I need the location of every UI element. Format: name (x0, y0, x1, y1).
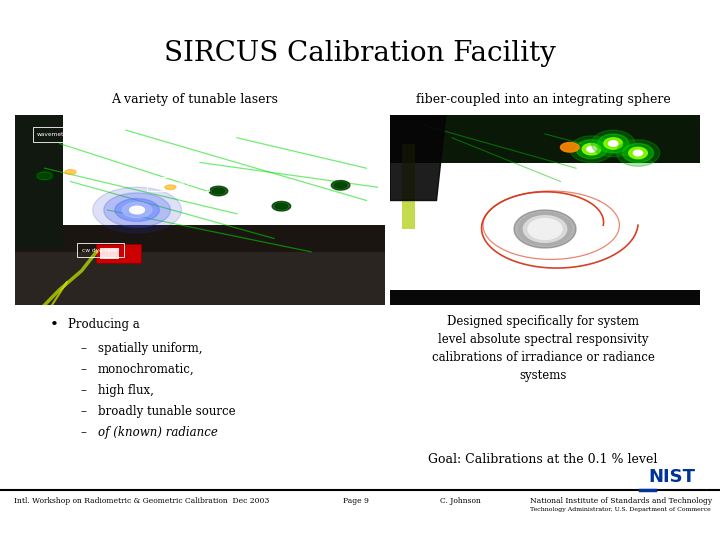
Polygon shape (38, 172, 51, 179)
Text: C. Johnson: C. Johnson (440, 497, 481, 505)
Text: A variety of tunable lasers: A variety of tunable lasers (112, 93, 279, 106)
Bar (100, 248, 119, 259)
Text: Page 9: Page 9 (343, 497, 369, 505)
Polygon shape (35, 171, 54, 180)
Bar (96, 244, 141, 263)
Text: –: – (80, 384, 86, 397)
Polygon shape (629, 147, 647, 159)
Text: fiber-coupled into an integrating sphere: fiber-coupled into an integrating sphere (415, 93, 670, 106)
Polygon shape (528, 219, 562, 239)
Polygon shape (587, 146, 596, 152)
Polygon shape (598, 134, 629, 153)
Text: •: • (50, 318, 59, 332)
Polygon shape (634, 150, 643, 156)
Text: wavemeter: wavemeter (37, 132, 71, 137)
Polygon shape (331, 180, 350, 190)
Polygon shape (518, 213, 572, 245)
Polygon shape (65, 170, 76, 174)
Bar (15, 115, 63, 248)
Bar (390, 115, 700, 163)
Polygon shape (122, 202, 152, 218)
Text: –: – (80, 342, 86, 355)
Text: of (known) radiance: of (known) radiance (98, 426, 218, 439)
Polygon shape (576, 140, 607, 159)
Text: broadly tunable source: broadly tunable source (98, 405, 235, 418)
Polygon shape (616, 140, 660, 166)
Polygon shape (608, 140, 618, 146)
Text: Producing a: Producing a (68, 318, 140, 331)
Polygon shape (272, 201, 291, 211)
Polygon shape (604, 138, 623, 149)
Polygon shape (93, 187, 181, 233)
Text: –: – (80, 363, 86, 376)
Polygon shape (582, 144, 600, 155)
Text: National Institute of Standards and Technology: National Institute of Standards and Tech… (530, 497, 712, 505)
Polygon shape (623, 144, 654, 163)
Polygon shape (210, 186, 228, 195)
Polygon shape (275, 203, 288, 210)
Text: –: – (80, 405, 86, 418)
Text: NIST: NIST (648, 468, 695, 486)
Text: SIRCUS Calibration Facility: SIRCUS Calibration Facility (164, 40, 556, 67)
Polygon shape (570, 136, 613, 163)
Polygon shape (390, 115, 446, 200)
Bar (402, 144, 415, 229)
Polygon shape (130, 206, 145, 214)
Text: –: – (80, 426, 86, 439)
Bar (15, 252, 385, 305)
Polygon shape (212, 187, 225, 194)
Bar (390, 290, 700, 305)
Text: spatially uniform,: spatially uniform, (98, 342, 202, 355)
Polygon shape (523, 215, 567, 242)
Text: Intl. Workshop on Radiometric & Geometric Calibration  Dec 2003: Intl. Workshop on Radiometric & Geometri… (14, 497, 269, 505)
Text: pump laser beam: pump laser beam (152, 181, 204, 186)
Text: monochromatic,: monochromatic, (98, 363, 194, 376)
Text: Designed specifically for system
level absolute spectral responsivity
calibratio: Designed specifically for system level a… (431, 315, 654, 382)
Text: high flux,: high flux, (98, 384, 154, 397)
Polygon shape (592, 130, 635, 157)
Bar (15, 225, 385, 305)
Text: Technology Administrator, U.S. Department of Commerce: Technology Administrator, U.S. Departmen… (530, 507, 711, 512)
Polygon shape (334, 182, 347, 188)
Polygon shape (115, 199, 159, 221)
Polygon shape (560, 143, 579, 152)
Polygon shape (514, 210, 576, 248)
Text: cw dye laser: cw dye laser (81, 248, 119, 253)
Text: Goal: Calibrations at the 0.1 % level: Goal: Calibrations at the 0.1 % level (428, 453, 657, 466)
Text: N̲IST: N̲IST (706, 487, 709, 489)
Polygon shape (165, 185, 176, 190)
Polygon shape (104, 193, 171, 227)
